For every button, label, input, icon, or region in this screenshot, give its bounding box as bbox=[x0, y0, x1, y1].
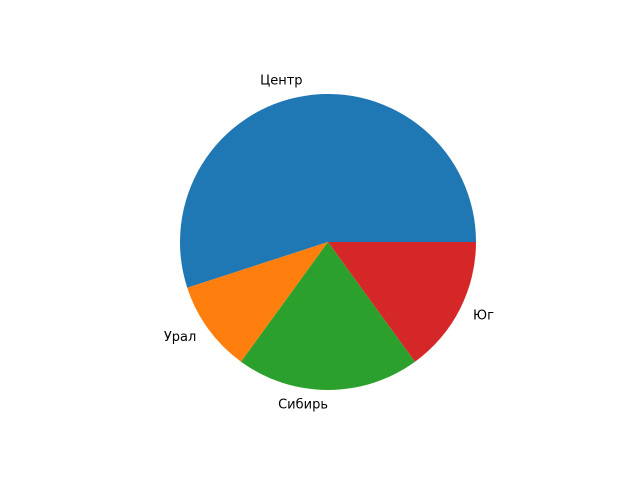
pie-label-0: Центр bbox=[260, 74, 302, 89]
pie-label-2: Сибирь bbox=[278, 397, 328, 412]
pie-label-3: Юг bbox=[473, 308, 494, 323]
pie-labels: Центр Урал Сибирь Юг bbox=[164, 74, 494, 413]
pie-slice-1 bbox=[187, 242, 328, 362]
pie-slice-2 bbox=[241, 242, 415, 390]
pie-slices bbox=[180, 94, 477, 390]
pie-label-1: Урал bbox=[164, 330, 196, 345]
pie-slice-3 bbox=[328, 242, 476, 362]
pie-slice-0 bbox=[180, 94, 477, 288]
